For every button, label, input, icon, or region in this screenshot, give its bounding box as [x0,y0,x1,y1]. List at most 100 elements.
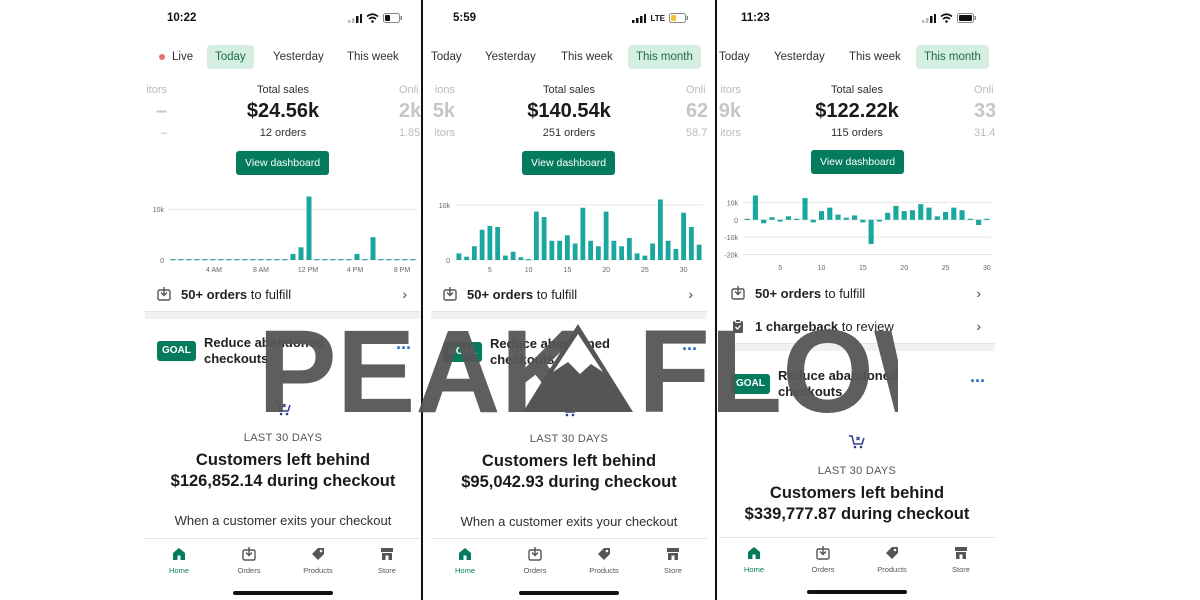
tab-live[interactable]: Live [151,45,201,69]
store-icon [667,548,679,560]
nav-store[interactable]: Store [931,546,991,574]
nav-home[interactable]: Home [724,546,784,574]
chart-bar [402,259,408,261]
tab-this-week[interactable]: This week [347,51,399,63]
nav-orders[interactable]: Orders [219,547,279,575]
chart-bar [934,216,940,220]
chart-bar [984,218,990,220]
status-bar: 10:22 [145,10,421,26]
chart-bar [250,259,256,261]
tab-this-week[interactable]: This week [849,51,901,63]
more-options-icon[interactable]: ··· [970,371,986,391]
x-tick-label: 10 [818,265,826,272]
store-icon [381,548,393,560]
y-tick-label: -20k [724,253,738,260]
screen-divider [421,0,423,600]
chart-bar [951,207,957,220]
metric-sessions[interactable]: ions 5k itors [432,84,455,139]
x-tick-label: 4 PM [347,267,364,274]
chart-bar [386,259,392,261]
orders-to-fulfill-row[interactable]: 50+ orders to fulfill › [719,279,995,309]
chart-bar [868,219,874,245]
metric-online[interactable]: Onli 62 58.7 [686,84,707,139]
y-tick-label: 10k [153,207,165,214]
chart-bar [959,210,965,220]
nav-products[interactable]: Products [862,546,922,574]
tab-yesterday[interactable]: Yesterday [273,51,324,63]
battery-icon [383,13,402,23]
nav-home[interactable]: Home [435,547,495,575]
chart-bar [533,211,539,260]
nav-orders[interactable]: Orders [505,547,565,575]
chart-bar [564,235,570,260]
chart-bar [876,219,882,222]
tag-icon [598,548,610,560]
goal-badge: GOAL [157,341,196,361]
screen-divider [715,0,717,600]
chart-bar [619,246,625,260]
x-tick-label: 8 AM [253,267,269,274]
chart-bar [557,240,563,260]
x-tick-label: 10 [525,267,533,274]
nav-products[interactable]: Products [574,547,634,575]
tab-yesterday[interactable]: Yesterday [774,51,825,63]
nav-home[interactable]: Home [149,547,209,575]
tab-today[interactable]: Today [207,45,254,69]
chart-bar [650,243,656,260]
clipboard-icon [733,319,743,333]
metric-total-sales[interactable]: Total sales $24.56k 12 orders [246,84,320,139]
x-tick-label: 25 [641,267,649,274]
view-dashboard-button[interactable]: View dashboard [811,150,905,174]
metric-visitors[interactable]: itors 9k itors [719,84,741,139]
tab-today[interactable]: Today [431,51,462,63]
sales-chart: 10k 0 -10k -20k 5 10 15 20 25 30 [724,195,991,272]
chart-bar [226,259,232,261]
nav-products[interactable]: Products [288,547,348,575]
abandoned-cart-icon [561,403,577,417]
more-options-icon[interactable]: ··· [396,338,412,358]
nav-store[interactable]: Store [643,547,703,575]
bottom-nav: Home Orders Products Store [719,537,995,599]
nav-orders[interactable]: Orders [793,546,853,574]
x-tick-label: 30 [983,265,991,272]
chart-bar [234,259,240,261]
tag-icon [312,548,324,560]
orders-to-fulfill-row[interactable]: 50+ orders to fulfill › [431,280,707,310]
chart-bar [818,211,825,220]
period-label: LAST 30 DAYS [243,432,323,444]
chart-bar [611,240,617,260]
chevron-right-icon: › [402,286,407,302]
metric-total-sales[interactable]: Total sales $140.54k 251 orders [527,84,611,139]
chart-bar [362,259,368,261]
orders-icon [528,547,542,561]
view-dashboard-button[interactable]: View dashboard [522,151,616,175]
tab-yesterday[interactable]: Yesterday [485,51,536,63]
tab-this-week[interactable]: This week [561,51,613,63]
abandoned-headline: Customers left behind $95,042.93 during … [461,452,677,491]
orders-to-fulfill-row[interactable]: 50+ orders to fulfill › [145,280,421,310]
metric-online[interactable]: Onli 33 31.4 [974,84,995,139]
chargeback-review-row[interactable]: 1 chargeback to review › [719,312,995,342]
tab-this-month[interactable]: This month [628,45,701,69]
home-indicator [233,591,333,595]
y-tick-label: 10k [439,203,451,210]
tab-this-month[interactable]: This month [916,45,989,69]
chart-bar [752,195,758,220]
metric-total-sales[interactable]: Total sales $122.22k 115 orders [815,84,899,139]
nav-store[interactable]: Store [357,547,417,575]
section-divider [145,311,421,319]
download-box-icon [731,286,745,300]
chart-bar [976,219,982,225]
home-indicator [519,591,619,595]
view-dashboard-button[interactable]: View dashboard [236,151,330,175]
tab-today[interactable]: Today [719,51,750,63]
chart-bar [410,259,416,261]
chart-bar [785,216,792,220]
y-tick-label: 0 [446,258,450,265]
more-options-icon[interactable]: ··· [682,339,698,359]
metric-visitors[interactable]: itors – – [146,84,167,139]
chart-bar [744,218,750,220]
x-tick-label: 12 PM [298,267,318,274]
chart-bar [194,259,200,261]
metric-online[interactable]: Onli 2k 1.85 [399,84,421,139]
